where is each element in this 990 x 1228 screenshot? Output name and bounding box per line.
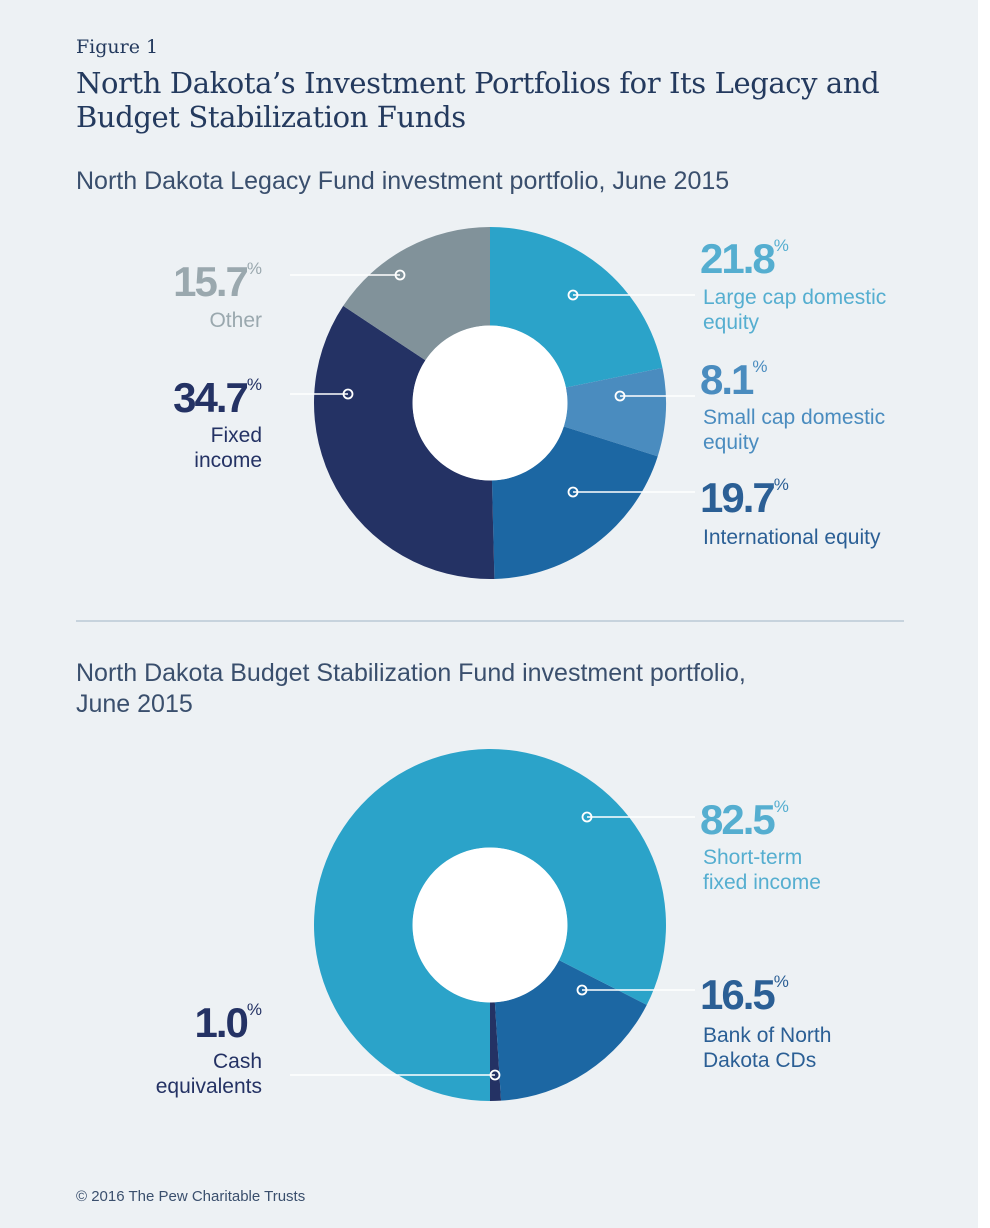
legacy-category-label-4-0: Other <box>209 309 262 332</box>
legacy-leader-dot-2 <box>567 486 579 498</box>
legacy-category-label-3-1: income <box>194 449 262 472</box>
budget-fund-subtitle-line-1: North Dakota Budget Stabilization Fund i… <box>76 659 746 687</box>
budget-slice-2 <box>314 749 666 1102</box>
legacy-leader-dot-0 <box>567 289 579 301</box>
figure-label: Figure 1 <box>76 36 159 58</box>
budget-category-label-0-0: Cash <box>213 1050 262 1073</box>
legacy-category-label-0-1: equity <box>703 311 760 334</box>
legacy-donut-hole <box>412 325 568 481</box>
figure-title: North Dakota’s Investment Portfolios for… <box>76 66 916 134</box>
legacy-fund-subtitle-line: North Dakota Legacy Fund investment port… <box>76 167 730 195</box>
legacy-category-label-2-0: International equity <box>703 526 881 549</box>
figure-title-line-1: North Dakota’s Investment Portfolios for… <box>76 66 880 100</box>
legacy-slice-1 <box>563 367 666 457</box>
legacy-value-label-0: 21.8% <box>700 235 789 282</box>
legacy-leader-dot-4 <box>394 269 406 281</box>
legacy-percent-sign-1: % <box>752 357 767 376</box>
budget-category-label-2-0: Short-term <box>703 846 802 869</box>
budget-category-label-1-0: Bank of North <box>703 1024 831 1047</box>
legacy-percent-sign-0: % <box>774 236 789 255</box>
budget-category-label-1-1: Dakota CDs <box>703 1049 816 1072</box>
budget-percent-sign-1: % <box>774 972 789 991</box>
budget-category-label-2-1: fixed income <box>703 871 821 894</box>
legacy-category-label-0-0: Large cap domestic <box>703 286 886 309</box>
legacy-category-label-1-1: equity <box>703 431 760 454</box>
legacy-leader-dot-3 <box>342 388 354 400</box>
budget-slice-1 <box>494 960 647 1101</box>
legacy-percent-sign-3: % <box>247 375 262 394</box>
legacy-slice-2 <box>491 426 658 579</box>
budget-leader-dot-0 <box>489 1069 501 1081</box>
budget-slice-0 <box>490 1002 502 1101</box>
legacy-value-label-2: 19.7% <box>700 474 789 521</box>
legacy-slice-3 <box>314 305 495 579</box>
budget-value-label-2: 82.5% <box>700 796 789 843</box>
legacy-category-label-3-0: Fixed <box>211 424 262 447</box>
legacy-value-label-3: 34.7% <box>173 374 262 421</box>
legacy-value-label-4: 15.7% <box>173 258 262 305</box>
legacy-percent-sign-2: % <box>774 475 789 494</box>
legacy-leader-dot-1 <box>614 390 626 402</box>
copyright-footer: © 2016 The Pew Charitable Trusts <box>76 1188 306 1205</box>
legacy-slice-4 <box>343 227 490 361</box>
budget-donut-hole <box>412 847 568 1003</box>
figure-title-line-2: Budget Stabilization Funds <box>76 100 466 134</box>
section-divider <box>76 620 904 622</box>
budget-leader-dot-2 <box>581 811 593 823</box>
budget-percent-sign-0: % <box>247 1000 262 1019</box>
budget-value-label-0: 1.0% <box>194 999 262 1046</box>
budget-leader-dot-1 <box>576 984 588 996</box>
legacy-value-label-1: 8.1% <box>700 356 768 403</box>
budget-category-label-0-1: equivalents <box>156 1075 262 1098</box>
budget-percent-sign-2: % <box>774 797 789 816</box>
budget-fund-subtitle-line-2: June 2015 <box>76 690 193 718</box>
legacy-percent-sign-4: % <box>247 259 262 278</box>
legacy-fund-subtitle: North Dakota Legacy Fund investment port… <box>76 166 896 197</box>
budget-value-label-1: 16.5% <box>700 971 789 1018</box>
legacy-slice-0 <box>490 227 663 388</box>
budget-fund-subtitle: North Dakota Budget Stabilization Fund i… <box>76 658 896 720</box>
legacy-category-label-1-0: Small cap domestic <box>703 406 885 429</box>
